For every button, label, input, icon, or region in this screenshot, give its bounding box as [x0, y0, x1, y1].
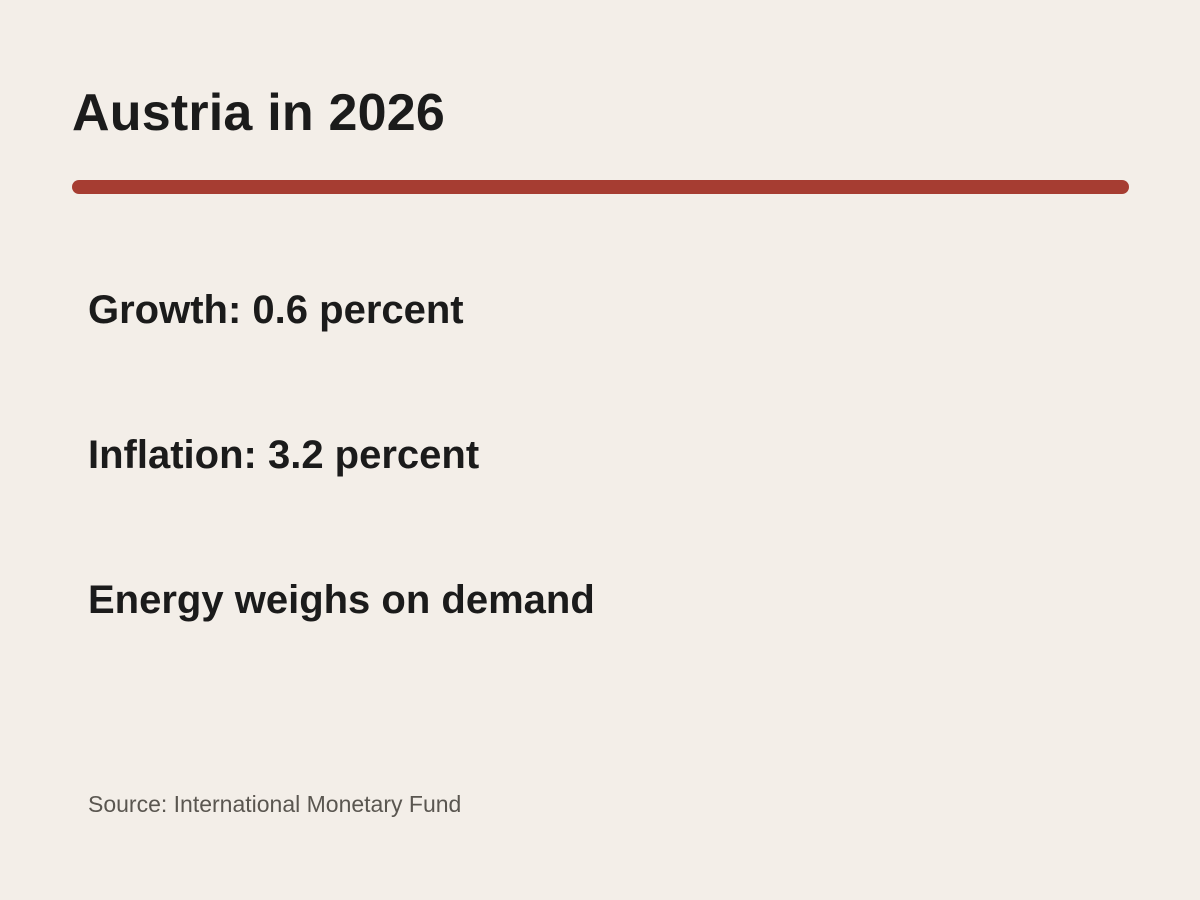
point-growth: Growth: 0.6 percent — [88, 288, 464, 332]
title-underline-rule — [72, 180, 1129, 194]
point-energy: Energy weighs on demand — [88, 578, 595, 622]
point-inflation: Inflation: 3.2 percent — [88, 433, 480, 477]
slide-title: Austria in 2026 — [72, 84, 445, 142]
source-note: Source: International Monetary Fund — [88, 791, 462, 817]
